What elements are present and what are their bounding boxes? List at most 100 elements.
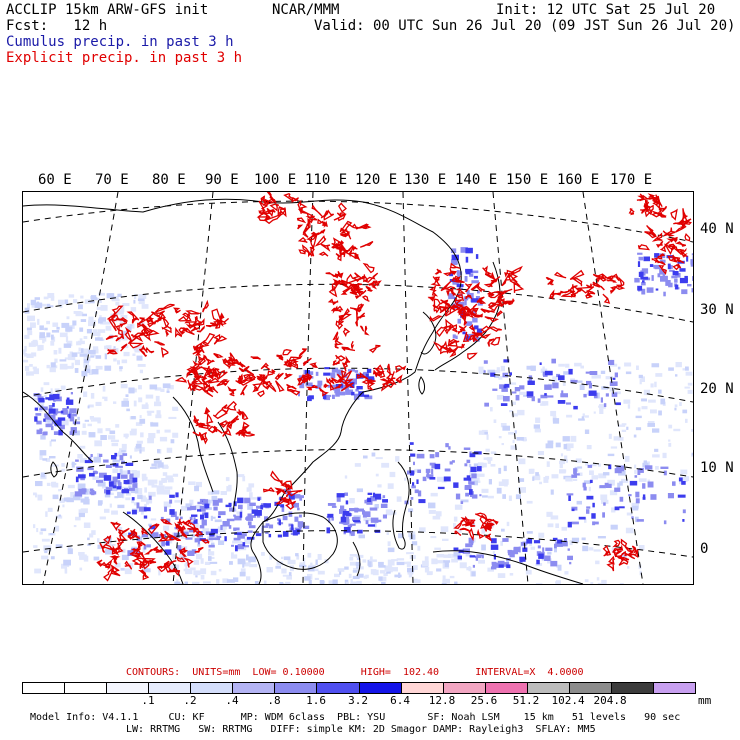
precip-cell [344,492,348,496]
precip-cell [105,325,112,331]
precip-cell [687,382,693,386]
explicit-contour [258,200,269,212]
precip-cell [685,476,690,481]
explicit-contour [213,335,228,345]
precip-cell [65,326,73,332]
explicit-contour [127,338,145,349]
precip-cell [633,434,637,438]
precip-cell [552,382,559,389]
explicit-contour [283,192,294,202]
explicit-contour [139,344,148,354]
precip-cell [571,474,578,478]
explicit-contour [328,377,335,385]
precip-cell [164,549,172,555]
explicit-contour [386,363,392,376]
precip-cell [172,473,179,477]
precip-cell [122,303,130,306]
precip-cell [105,345,112,350]
precip-cell [93,556,100,561]
precip-cell [678,477,683,482]
precip-cell [139,418,146,424]
explicit-contour [340,279,354,289]
precip-cell [106,293,115,299]
precip-cell [596,577,600,581]
explicit-contour [228,389,235,397]
precip-cell [605,483,612,488]
precip-cell [63,559,71,566]
explicit-contour [443,270,456,277]
explicit-contour [346,273,360,285]
precip-cell [382,499,388,503]
explicit-contour [185,310,202,315]
explicit-contour [367,380,376,391]
explicit-contour [111,522,122,532]
explicit-contour [607,275,614,280]
precip-cell [103,459,109,463]
precip-cell [280,504,285,508]
precip-cell [114,452,118,457]
precip-cell [102,396,105,399]
precip-cell [662,452,667,459]
precip-cell [296,495,304,499]
precip-cell [112,485,117,489]
precip-cell [502,494,506,499]
explicit-contour [637,244,651,251]
precip-cell [369,559,377,562]
precip-cell [418,499,426,504]
explicit-contour [138,348,147,357]
precip-cell [90,352,96,357]
precip-cell [163,501,172,508]
precip-cell [632,505,639,511]
precip-cell [54,358,58,363]
precip-cell [68,413,71,419]
precip-cell [315,559,318,565]
precip-cell [146,410,155,413]
precip-cell [81,370,88,377]
precip-cell [619,496,624,502]
precip-cell [49,394,55,401]
precip-cell [27,330,33,336]
explicit-contour [237,375,243,381]
precip-cell [298,390,300,397]
precip-cell [246,554,249,561]
precip-cell [266,567,273,573]
precip-cell [629,480,638,486]
precip-cell [506,560,509,564]
precip-cell [46,320,50,325]
precip-cell [315,371,319,376]
explicit-contour [616,276,625,289]
precip-cell [33,545,38,548]
precip-cell [573,405,578,410]
precip-cell [256,514,261,518]
precip-cell [472,477,480,482]
precip-cell [168,565,176,571]
precip-cell [73,525,77,528]
precip-cell [96,306,105,310]
explicit-contour [111,305,124,317]
precip-cell [339,509,347,512]
explicit-contour [298,208,314,219]
explicit-contour [198,423,211,430]
precip-cell [475,254,479,259]
precip-cell [237,558,246,565]
precip-cell [424,556,429,561]
lat-label: 30 N [700,302,734,318]
explicit-contour [323,383,330,389]
explicit-contour [131,552,142,559]
precip-cell [464,486,472,490]
precip-cell [677,494,686,498]
precip-cell [429,454,435,459]
precip-cell [539,481,542,485]
precip-cell [90,393,95,399]
explicit-contour [434,268,442,275]
precip-cell [589,371,598,375]
explicit-contour [670,254,678,263]
precip-cell [137,364,146,367]
explicit-contour [395,374,403,384]
explicit-contour [119,321,128,328]
precip-cell [121,443,127,449]
precip-cell [453,523,456,529]
explicit-contour [379,376,397,386]
explicit-contour [296,217,307,224]
precip-cell [140,497,148,502]
